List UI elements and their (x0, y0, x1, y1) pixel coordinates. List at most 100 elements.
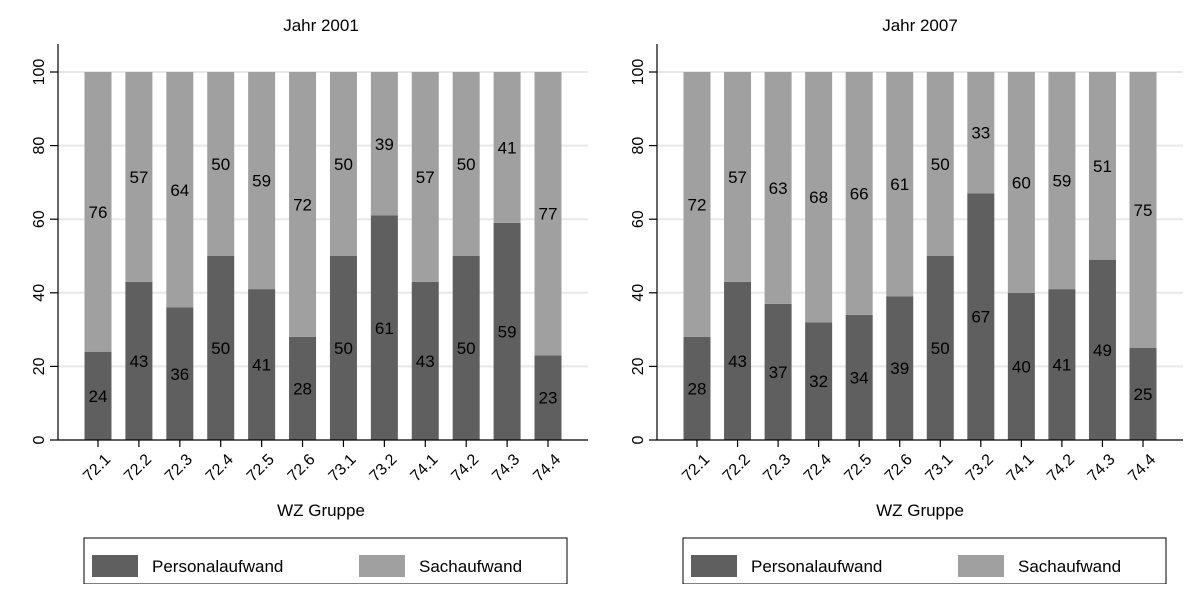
value-label-personalaufwand: 23 (539, 389, 558, 408)
value-label-sachaufwand: 63 (769, 179, 788, 198)
value-label-sachaufwand: 41 (498, 138, 517, 157)
value-label-sachaufwand: 50 (334, 155, 353, 174)
value-label-personalaufwand: 59 (498, 322, 517, 341)
x-tick-label: 74.4 (530, 451, 564, 485)
value-label-personalaufwand: 36 (170, 365, 189, 384)
legend-label-sachaufwand: Sachaufwand (1018, 557, 1121, 576)
bar-sachaufwand (289, 72, 317, 337)
bar-personalaufwand (289, 336, 317, 440)
bar-personalaufwand (534, 355, 562, 440)
bar-sachaufwand (534, 72, 562, 356)
bar-sachaufwand (493, 72, 521, 223)
value-label-sachaufwand: 76 (89, 203, 108, 222)
value-label-personalaufwand: 25 (1134, 385, 1153, 404)
value-label-sachaufwand: 72 (293, 195, 312, 214)
legend-swatch-sachaufwand (359, 555, 405, 577)
value-label-personalaufwand: 43 (129, 352, 148, 371)
bar-sachaufwand (1048, 72, 1076, 290)
x-tick-label: 74.1 (407, 451, 441, 485)
bar-sachaufwand (1007, 72, 1035, 293)
value-label-personalaufwand: 39 (890, 359, 909, 378)
bar-personalaufwand (452, 256, 480, 440)
bar-personalaufwand (724, 281, 752, 440)
bar-sachaufwand (452, 72, 480, 256)
value-label-sachaufwand: 33 (971, 124, 990, 143)
bar-personalaufwand (1048, 289, 1076, 440)
value-label-personalaufwand: 41 (1052, 356, 1071, 375)
y-tick-label: 20 (31, 357, 48, 375)
legend-label-personalaufwand: Personalaufwand (751, 557, 882, 576)
bar-sachaufwand (886, 72, 914, 297)
legend-swatch-personalaufwand (691, 555, 737, 577)
value-label-sachaufwand: 64 (170, 181, 189, 200)
value-label-sachaufwand: 57 (416, 168, 435, 187)
x-tick-label: 72.1 (80, 451, 114, 485)
bar-personalaufwand (805, 322, 833, 440)
value-label-personalaufwand: 61 (375, 319, 394, 338)
legend-swatch-personalaufwand (92, 555, 138, 577)
value-label-sachaufwand: 75 (1134, 201, 1153, 220)
x-tick-label: 72.6 (285, 451, 319, 485)
value-label-sachaufwand: 50 (931, 155, 950, 174)
y-tick-label: 60 (630, 210, 647, 228)
y-tick-label: 100 (31, 59, 48, 86)
x-tick-label: 72.4 (203, 451, 237, 485)
y-tick-label: 80 (630, 137, 647, 155)
y-tick-label: 0 (630, 435, 647, 444)
y-tick-label: 40 (31, 284, 48, 302)
value-label-personalaufwand: 24 (89, 387, 108, 406)
value-label-sachaufwand: 60 (1012, 173, 1031, 192)
bar-personalaufwand (370, 215, 398, 440)
legend-box (682, 537, 1167, 585)
bar-sachaufwand (207, 72, 235, 256)
value-label-sachaufwand: 39 (375, 135, 394, 154)
x-tick-label: 72.3 (760, 451, 794, 485)
panel-jahr-2007: Jahr 2007 28 72 43 57 37 63 32 68 34 66 39 61 50 50 67 3… (630, 16, 1183, 585)
value-label-sachaufwand: 77 (539, 205, 558, 224)
bar-personalaufwand (1088, 259, 1116, 440)
bar-personalaufwand (967, 193, 995, 440)
bar-personalaufwand (926, 256, 954, 440)
bar-sachaufwand (1088, 72, 1116, 260)
value-label-sachaufwand: 66 (850, 184, 869, 203)
bar-sachaufwand (370, 72, 398, 216)
value-label-personalaufwand: 37 (769, 363, 788, 382)
x-tick-label: 72.2 (720, 451, 754, 485)
x-tick-label: 72.1 (679, 451, 713, 485)
value-label-personalaufwand: 28 (293, 379, 312, 398)
value-label-sachaufwand: 68 (809, 188, 828, 207)
legend-swatch-sachaufwand (958, 555, 1004, 577)
x-tick-label: 72.4 (801, 451, 835, 485)
x-tick-label: 72.3 (162, 451, 196, 485)
value-label-personalaufwand: 34 (850, 368, 869, 387)
bar-sachaufwand (125, 72, 153, 282)
x-tick-label: 72.5 (841, 451, 875, 485)
value-label-personalaufwand: 50 (211, 339, 230, 358)
x-tick-label: 74.4 (1125, 451, 1159, 485)
value-label-sachaufwand: 72 (688, 195, 707, 214)
y-tick-label: 40 (630, 284, 647, 302)
y-tick-label: 20 (630, 357, 647, 375)
bar-sachaufwand (724, 72, 752, 282)
bar-sachaufwand (329, 72, 357, 256)
bar-sachaufwand (845, 72, 873, 315)
bar-sachaufwand (84, 72, 112, 352)
x-tick-label: 72.6 (882, 451, 916, 485)
y-tick-label: 60 (31, 210, 48, 228)
x-axis-label: WZ Gruppe (876, 501, 964, 520)
bar-personalaufwand (166, 307, 194, 440)
bar-personalaufwand (493, 222, 521, 440)
y-tick-label: 0 (31, 435, 48, 444)
bar-sachaufwand (967, 72, 995, 194)
bar-sachaufwand (166, 72, 194, 308)
value-label-personalaufwand: 50 (334, 339, 353, 358)
bar-personalaufwand (248, 289, 276, 440)
bar-personalaufwand (886, 296, 914, 440)
value-label-sachaufwand: 50 (211, 155, 230, 174)
bar-sachaufwand (764, 72, 792, 304)
panel-title: Jahr 2001 (283, 16, 359, 35)
x-tick-label: 73.1 (326, 451, 360, 485)
value-label-sachaufwand: 50 (457, 155, 476, 174)
